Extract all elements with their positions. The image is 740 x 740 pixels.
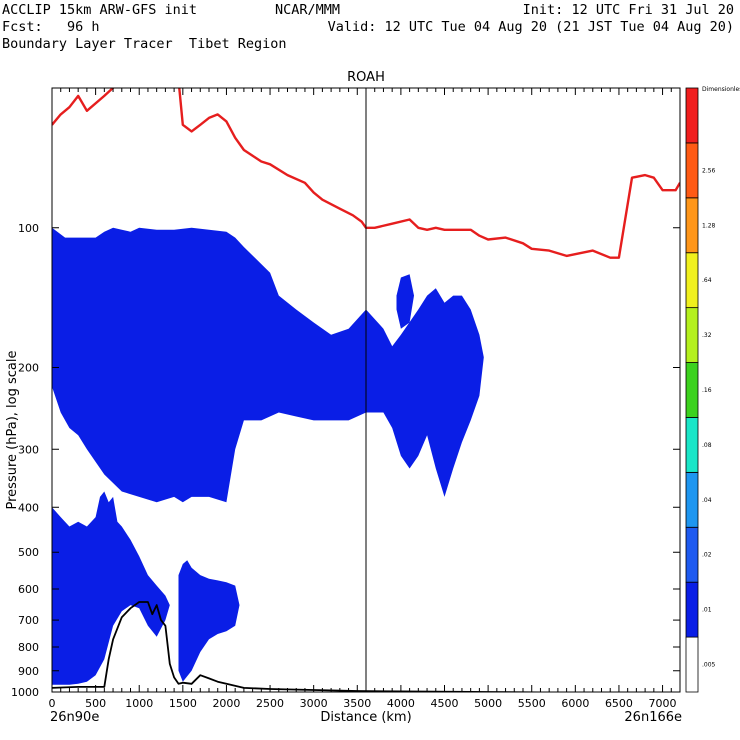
- colorbar-label: .32: [702, 332, 712, 339]
- y-tick-label: 100: [18, 222, 39, 235]
- x-end-label: 26n166e: [624, 710, 682, 725]
- x-tick-label: 6500: [605, 697, 633, 710]
- colorbar-label: Dimensionless: [702, 86, 740, 93]
- colorbar-swatch: [685, 581, 699, 638]
- tropopause-line: [52, 88, 680, 259]
- chart-title: ROAH: [347, 70, 385, 85]
- y-axis-label: Pressure (hPa), log scale: [5, 351, 20, 510]
- x-start-label: 26n90e: [50, 710, 99, 725]
- colorbar-label: .16: [702, 387, 712, 394]
- tracer-region-3: [178, 560, 240, 682]
- field-description: Boundary Layer Tracer Tibet Region: [2, 36, 287, 52]
- x-tick-label: 1000: [125, 697, 153, 710]
- colorbar-label: .005: [702, 662, 716, 669]
- colorbar-swatch: [685, 252, 699, 309]
- tracer-region-2: [52, 491, 170, 685]
- line-overlays: [52, 88, 680, 692]
- tracer-fill-regions: [52, 227, 484, 685]
- valid-time: Valid: 12 UTC Tue 04 Aug 20 (21 JST Tue …: [327, 19, 734, 35]
- init-time: Init: 12 UTC Fri 31 Jul 20: [522, 2, 734, 18]
- x-axis-label: Distance (km): [320, 710, 411, 725]
- colorbar-swatch: [685, 87, 699, 144]
- x-tick-label: 5500: [518, 697, 546, 710]
- y-tick-label: 400: [18, 501, 39, 514]
- x-tick-label: 2000: [212, 697, 240, 710]
- y-tick-label: 1000: [11, 686, 39, 699]
- x-tick-label: 500: [85, 697, 106, 710]
- colorbar-swatch: [685, 307, 699, 363]
- colorbar-label: .08: [702, 442, 712, 449]
- colorbar-swatch: [685, 636, 699, 693]
- colorbar-swatch: [685, 471, 699, 528]
- terrain-line: [52, 601, 654, 692]
- colorbar-swatch: [685, 197, 699, 254]
- colorbar-swatch: [685, 362, 699, 418]
- colorbar-label: 1.28: [702, 222, 716, 229]
- colorbar-label: 2.56: [702, 167, 716, 174]
- y-tick-label: 700: [18, 614, 39, 627]
- institution-label: NCAR/MMM: [275, 2, 341, 18]
- y-tick-label: 800: [18, 641, 39, 654]
- tracer-region-4: [396, 274, 414, 329]
- y-tick-label: 900: [18, 665, 39, 678]
- colorbar: .005 .01 .02 .04 .08 .16 .32 .64 1.28 2.56 Dimensi…: [685, 86, 740, 693]
- x-tick-label: 0: [49, 697, 56, 710]
- x-tick-label: 2500: [256, 697, 284, 710]
- colorbar-label: .04: [702, 497, 712, 504]
- x-tick-label: 3500: [343, 697, 371, 710]
- x-tick-label: 6000: [561, 697, 589, 710]
- model-title: ACCLIP 15km ARW-GFS init: [2, 2, 198, 18]
- colorbar-label: .64: [702, 277, 712, 284]
- colorbar-swatch: [685, 417, 699, 473]
- x-tick-label: 4500: [431, 697, 459, 710]
- colorbar-label: .02: [702, 552, 712, 559]
- x-tick-label: 4000: [387, 697, 415, 710]
- forecast-hour: Fcst: 96 h: [2, 19, 100, 35]
- y-tick-label: 300: [18, 443, 39, 456]
- x-tick-label: 1500: [169, 697, 197, 710]
- y-tick-label: 500: [18, 546, 39, 559]
- x-tick-label: 3000: [300, 697, 328, 710]
- x-tick-label: 5000: [474, 697, 502, 710]
- tracer-region-1: [52, 227, 484, 503]
- x-tick-label: 7000: [649, 697, 677, 710]
- axis-ticks: 0 500 1000 1500 2000 2500 3000 3500 4000 4500 5000…: [11, 88, 680, 710]
- y-tick-label: 200: [18, 362, 39, 375]
- colorbar-swatch: [685, 142, 699, 199]
- y-tick-label: 600: [18, 583, 39, 596]
- colorbar-label: .01: [702, 607, 712, 614]
- colorbar-swatch: [685, 526, 699, 583]
